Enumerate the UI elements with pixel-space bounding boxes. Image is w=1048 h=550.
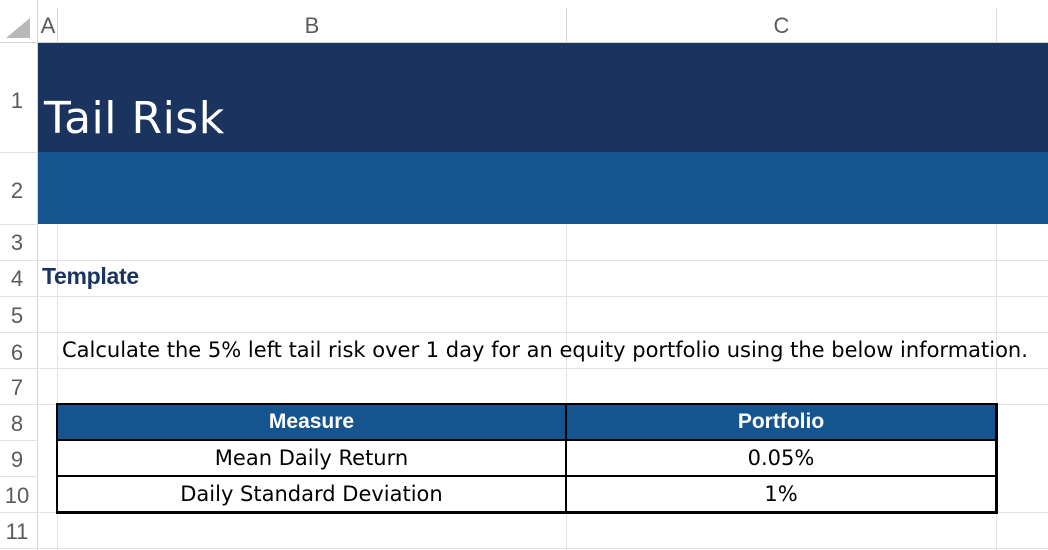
gridline-vertical — [566, 224, 567, 550]
row-header-8[interactable]: 8 — [10, 411, 24, 436]
title-band[interactable] — [38, 43, 1048, 152]
row-separator — [0, 512, 38, 513]
table-header-portfolio[interactable]: Portfolio — [567, 405, 995, 439]
instruction-text: Calculate the 5% left tail risk over 1 d… — [62, 338, 1028, 362]
row-header-9[interactable]: 9 — [10, 447, 24, 472]
row-separator — [0, 260, 38, 261]
gridline-horizontal — [38, 332, 1048, 333]
table-header-measure[interactable]: Measure — [58, 405, 565, 439]
row-header-3[interactable]: 3 — [10, 230, 24, 255]
gridline-vertical — [996, 224, 997, 550]
section-label: Template — [42, 263, 139, 289]
row-separator — [0, 368, 38, 369]
row-separator — [0, 224, 38, 225]
table-cell-measure[interactable]: Mean Daily Return — [58, 441, 565, 475]
gridline-horizontal — [38, 260, 1048, 261]
row-separator — [0, 296, 38, 297]
row-separator — [0, 332, 38, 333]
row-header-7[interactable]: 7 — [10, 375, 24, 400]
column-separator — [57, 8, 58, 43]
row-header-4[interactable]: 4 — [10, 266, 24, 291]
select-all-triangle-icon — [6, 18, 30, 38]
row-separator — [0, 404, 38, 405]
column-separator — [566, 8, 567, 43]
gridline-horizontal — [38, 368, 1048, 369]
row-separator — [0, 440, 38, 441]
gridline-horizontal — [38, 296, 1048, 297]
column-header-c[interactable]: C — [773, 13, 790, 38]
subtitle-band[interactable] — [38, 152, 1048, 224]
table-cell-value[interactable]: 0.05% — [567, 441, 995, 475]
row-header-11[interactable]: 11 — [5, 519, 29, 544]
row-header-5[interactable]: 5 — [10, 303, 24, 328]
row-header-10[interactable]: 10 — [4, 483, 30, 508]
sheet-title: Tail Risk — [44, 93, 225, 144]
column-header-a[interactable]: A — [40, 13, 56, 38]
row-separator — [0, 476, 38, 477]
column-header-b[interactable]: B — [304, 13, 320, 38]
select-all-corner[interactable] — [0, 0, 38, 43]
row-separator — [0, 152, 38, 153]
column-separator — [996, 8, 997, 43]
table-cell-measure[interactable]: Daily Standard Deviation — [58, 477, 565, 511]
row-header-1[interactable]: 1 — [10, 88, 24, 113]
row-header-2[interactable]: 2 — [10, 178, 24, 203]
gridline-horizontal — [38, 548, 1048, 549]
gridline-vertical — [57, 224, 58, 550]
row-separator — [0, 548, 38, 549]
row-header-6[interactable]: 6 — [10, 340, 24, 365]
column-header-bar — [0, 0, 1048, 43]
table-cell-value[interactable]: 1% — [567, 477, 995, 511]
